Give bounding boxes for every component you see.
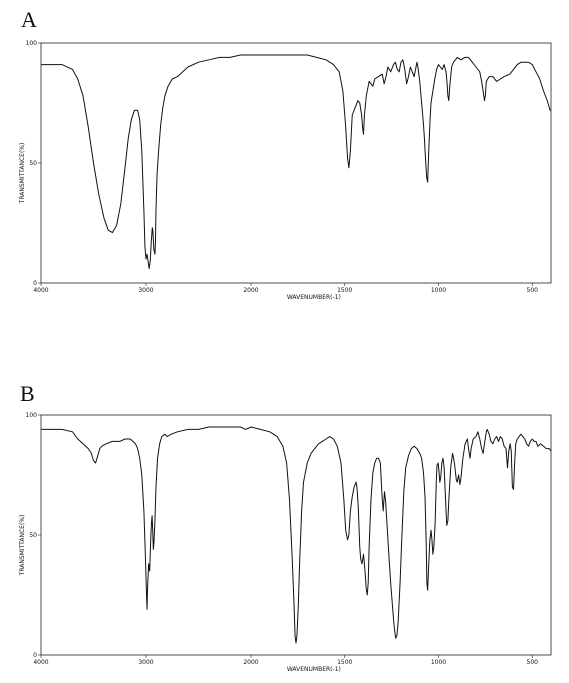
chart-a: 4000 3000 2000 1500 1000 500 0 50 100 WAVENUMBER(… <box>19 40 552 301</box>
y-axis-label: TRANSMITTANCE(%) <box>19 143 26 205</box>
x-tick-label: 1000 <box>431 659 446 666</box>
spectrum-line-a <box>41 54 551 270</box>
x-tick-label: 3000 <box>138 659 153 666</box>
x-tick-label: 500 <box>527 659 539 666</box>
x-tick-label: 1500 <box>337 287 352 294</box>
chart-b: 4000 3000 2000 1500 1000 500 0 50 100 WAVENUMBER(… <box>19 412 552 673</box>
panel-label-b: B <box>20 381 35 406</box>
y-tick-label: 50 <box>29 160 37 167</box>
y-tick-label: 50 <box>29 532 37 539</box>
x-tick-label: 1000 <box>431 287 446 294</box>
x-axis-label: WAVENUMBER(-1) <box>287 294 341 301</box>
y-tick-label: 0 <box>33 652 37 659</box>
x-tick-label: 4000 <box>33 659 48 666</box>
y-axis-label: TRANSMITTANCE(%) <box>19 515 26 577</box>
spectrum-line-b <box>41 426 552 644</box>
panel-label-a: A <box>21 7 37 32</box>
plot-frame <box>40 414 552 656</box>
y-tick-label: 0 <box>33 280 37 287</box>
y-tick-label: 100 <box>26 40 38 47</box>
x-tick-label: 500 <box>527 287 539 294</box>
x-tick-label: 4000 <box>33 287 48 294</box>
x-tick-label: 2000 <box>243 287 258 294</box>
x-axis-label: WAVENUMBER(-1) <box>287 666 341 673</box>
x-tick-label: 3000 <box>138 287 153 294</box>
y-tick-label: 100 <box>26 412 38 419</box>
x-tick-label: 1500 <box>337 659 352 666</box>
plot-frame <box>40 42 552 284</box>
x-tick-label: 2000 <box>243 659 258 666</box>
